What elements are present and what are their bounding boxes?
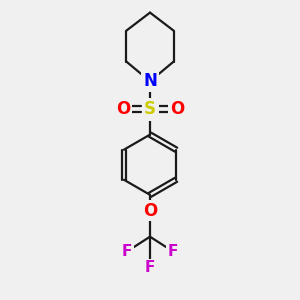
Text: F: F (168, 244, 178, 259)
Text: N: N (143, 72, 157, 90)
Text: F: F (145, 260, 155, 275)
Text: S: S (144, 100, 156, 118)
Text: O: O (170, 100, 184, 118)
Text: O: O (143, 202, 157, 220)
Text: F: F (122, 244, 132, 259)
Text: O: O (116, 100, 130, 118)
